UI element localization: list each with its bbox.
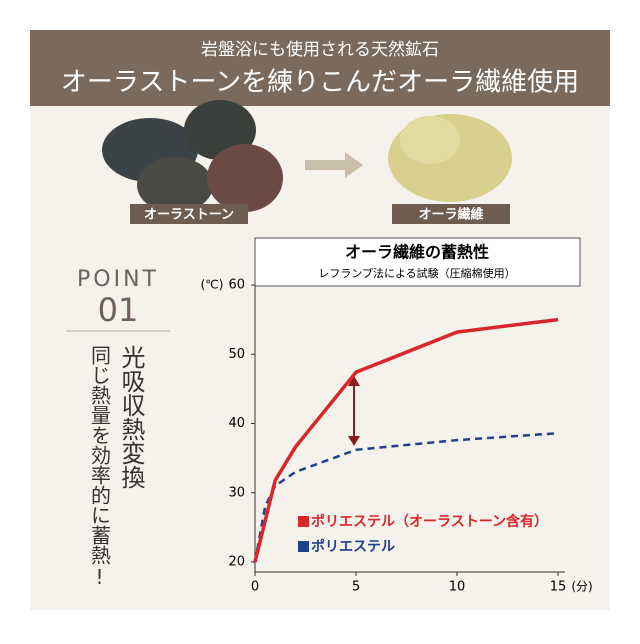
chart-subtitle: レフランプ法による試験（圧縮棉使用） bbox=[318, 266, 515, 280]
header-subtitle: 岩盤浴にも使用される天然鉱石 bbox=[201, 39, 439, 60]
y-tick-label: 30 bbox=[228, 485, 245, 500]
y-unit: (℃) bbox=[201, 278, 224, 292]
chart-title: オーラ繊維の蓄熱性 bbox=[345, 243, 489, 262]
stones bbox=[102, 100, 283, 213]
y-tick-label: 40 bbox=[228, 416, 245, 431]
point-heading: 光吸収熱変換 bbox=[117, 345, 145, 489]
label-box bbox=[130, 204, 248, 224]
point-number: 01 bbox=[98, 291, 139, 329]
series-line bbox=[253, 317, 559, 563]
legend-swatch bbox=[298, 541, 309, 552]
x-tick-label: 10 bbox=[449, 580, 466, 595]
point-text: 同じ熱量を効率的に蓄熱! bbox=[88, 345, 112, 589]
series-line bbox=[253, 431, 559, 563]
image-label: オーラ繊維 bbox=[418, 207, 483, 223]
header-band bbox=[30, 30, 610, 106]
image-label: オーラストーン bbox=[144, 208, 234, 223]
y-tick-label: 20 bbox=[228, 555, 245, 570]
label-box bbox=[392, 204, 510, 224]
x-unit: (分) bbox=[571, 580, 592, 594]
legend-label: ポリエステル bbox=[311, 538, 395, 555]
header-title: オーラストーンを練りこんだオーラ繊維使用 bbox=[61, 68, 579, 98]
fiber bbox=[388, 114, 512, 202]
legend-label: ポリエステル（オーラストーン含有） bbox=[311, 513, 548, 530]
x-tick-label: 5 bbox=[352, 580, 360, 595]
arrow bbox=[305, 152, 363, 178]
x-tick-label: 0 bbox=[251, 580, 259, 595]
x-tick-label: 15 bbox=[550, 580, 567, 595]
y-tick-label: 60 bbox=[228, 278, 245, 293]
y-tick-label: 50 bbox=[228, 347, 245, 362]
point-label: POINT bbox=[77, 267, 159, 292]
chart-title-box bbox=[254, 237, 581, 287]
legend-swatch bbox=[298, 516, 309, 527]
